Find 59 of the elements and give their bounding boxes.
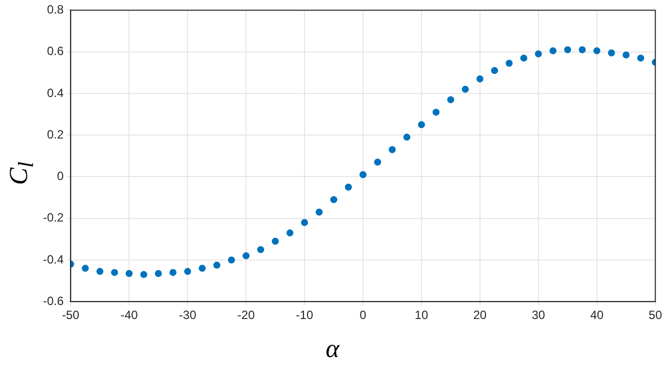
- x-tick-label: 30: [532, 308, 546, 322]
- point: [432, 108, 440, 116]
- y-tick-label: 0.6: [46, 44, 64, 58]
- point: [257, 246, 264, 254]
- x-tick-label: 20: [473, 308, 487, 322]
- point: [491, 67, 498, 74]
- point: [462, 86, 469, 93]
- point: [578, 46, 586, 54]
- point: [506, 60, 513, 67]
- point: [637, 54, 644, 62]
- x-tick-label: 40: [590, 308, 604, 322]
- y-tick-label: 0.2: [46, 127, 64, 142]
- point: [344, 184, 352, 191]
- point: [184, 268, 192, 275]
- point: [169, 268, 176, 276]
- point: [520, 54, 528, 62]
- point: [534, 50, 542, 58]
- x-tick-label: 50: [648, 308, 662, 322]
- point: [622, 51, 630, 58]
- point: [301, 219, 308, 226]
- point: [126, 270, 133, 277]
- point: [82, 264, 89, 272]
- point: [476, 75, 484, 82]
- point: [286, 229, 294, 236]
- x-tick-label: -20: [237, 308, 256, 322]
- x-tick-label: -10: [296, 308, 314, 322]
- point: [360, 171, 366, 178]
- y-tick-label: -0.2: [42, 210, 64, 225]
- x-tick-label: 0: [360, 308, 367, 322]
- point: [316, 208, 323, 216]
- y-tick-label: -0.6: [42, 294, 64, 308]
- point: [564, 46, 572, 54]
- point: [96, 268, 104, 275]
- point: [213, 262, 220, 269]
- point: [111, 268, 118, 276]
- point: [242, 252, 250, 260]
- point: [228, 256, 235, 264]
- point: [550, 47, 557, 54]
- y-tick-label: 0.8: [46, 2, 64, 17]
- point: [374, 158, 382, 166]
- point: [403, 134, 410, 141]
- point: [140, 271, 148, 278]
- point: [608, 49, 615, 56]
- point: [388, 146, 396, 154]
- point: [154, 270, 162, 277]
- x-axis-title: α: [324, 334, 341, 364]
- x-tick-label: -30: [178, 308, 197, 322]
- point: [447, 96, 454, 104]
- x-tick-label: -50: [62, 308, 80, 322]
- y-tick-label: -0.4: [42, 252, 64, 266]
- point: [593, 47, 600, 54]
- y-tick-label: 0.4: [46, 86, 64, 100]
- x-tick-label: -40: [120, 308, 138, 322]
- y-tick-label: 0: [56, 169, 64, 184]
- x-tick-label: 10: [414, 308, 428, 322]
- point: [330, 196, 338, 204]
- point: [418, 121, 425, 128]
- point: [272, 238, 279, 245]
- point: [198, 264, 206, 272]
